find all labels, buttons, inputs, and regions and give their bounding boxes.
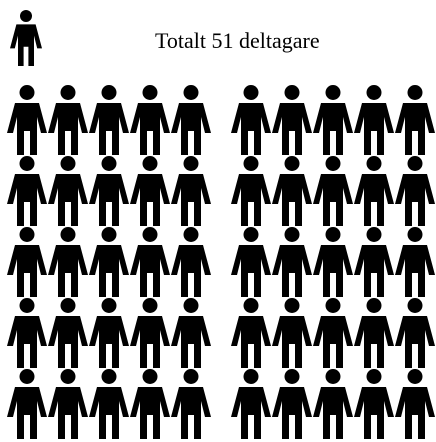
person-icon [313, 298, 353, 368]
person-icon [231, 156, 271, 226]
person-icon [7, 369, 47, 439]
person-icon [10, 10, 42, 66]
person-icon [395, 298, 435, 368]
person-icon [272, 156, 312, 226]
person-icon [48, 156, 88, 226]
person-icon [130, 156, 170, 226]
person-icon [395, 85, 435, 155]
person-icon [48, 298, 88, 368]
person-icon [48, 369, 88, 439]
person-icon [354, 298, 394, 368]
person-icon [89, 156, 129, 226]
person-icon [130, 85, 170, 155]
person-icon [354, 156, 394, 226]
person-icon [130, 369, 170, 439]
person-icon [231, 227, 271, 297]
person-icon [395, 369, 435, 439]
person-icon [7, 227, 47, 297]
person-icon [171, 298, 211, 368]
person-icon [313, 369, 353, 439]
person-icon [89, 298, 129, 368]
person-icon [354, 227, 394, 297]
person-icon [89, 85, 129, 155]
person-icon [272, 369, 312, 439]
person-icon [89, 227, 129, 297]
person-icon [48, 85, 88, 155]
person-icon [395, 227, 435, 297]
person-icon [171, 156, 211, 226]
person-icon [354, 369, 394, 439]
person-icon [130, 298, 170, 368]
person-icon [272, 298, 312, 368]
person-icon [231, 85, 271, 155]
person-icon [272, 85, 312, 155]
person-icon [313, 85, 353, 155]
person-icon [313, 156, 353, 226]
person-icon [231, 369, 271, 439]
person-icon [395, 156, 435, 226]
person-icon [130, 227, 170, 297]
person-icon [354, 85, 394, 155]
person-icon [7, 85, 47, 155]
person-icon [231, 298, 271, 368]
person-icon [48, 227, 88, 297]
person-icon [89, 369, 129, 439]
person-icon [171, 369, 211, 439]
person-icon [171, 227, 211, 297]
person-icon [272, 227, 312, 297]
person-icon [7, 156, 47, 226]
person-icon [7, 298, 47, 368]
chart-title: Totalt 51 deltagare [155, 28, 320, 53]
person-icon [313, 227, 353, 297]
person-icon [171, 85, 211, 155]
